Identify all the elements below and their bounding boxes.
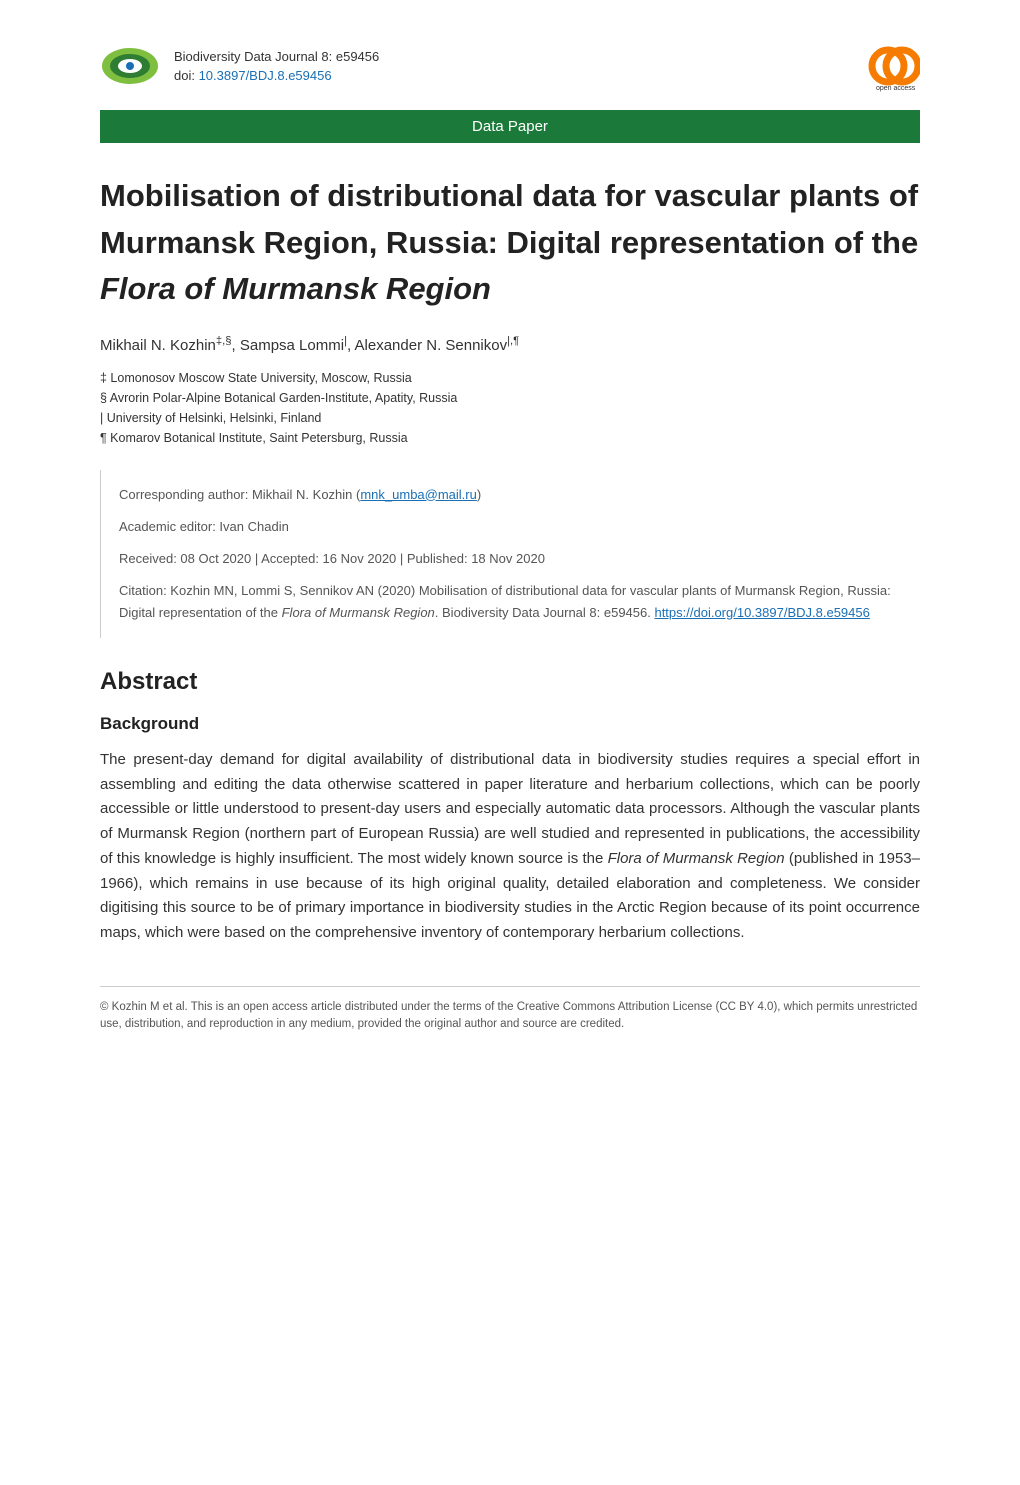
abstract-heading: Abstract xyxy=(100,668,920,696)
citation-italic: Flora of Murmansk Region xyxy=(282,605,435,620)
doi-line: doi: 10.3897/BDJ.8.e59456 xyxy=(174,66,379,86)
background-heading: Background xyxy=(100,714,920,734)
affiliation-3: | University of Helsinki, Helsinki, Finl… xyxy=(100,408,920,428)
header-row: Biodiversity Data Journal 8: e59456 doi:… xyxy=(100,40,920,92)
journal-name: Biodiversity Data Journal 8: e59456 xyxy=(174,47,379,67)
footer-license: © Kozhin M et al. This is an open access… xyxy=(100,986,920,1034)
doi-label: doi: xyxy=(174,68,199,83)
title-text-italic: Flora of Murmansk Region xyxy=(100,271,491,306)
authors-line: Mikhail N. Kozhin‡,§, Sampsa Lommi|, Ale… xyxy=(100,335,920,354)
citation-url-link[interactable]: https://doi.org/10.3897/BDJ.8.e59456 xyxy=(654,605,869,620)
article-type-bar: Data Paper xyxy=(100,110,920,143)
background-italic-1: Flora of Murmansk Region xyxy=(608,850,785,867)
journal-info: Biodiversity Data Journal 8: e59456 doi:… xyxy=(174,47,379,86)
background-paragraph: The present-day demand for digital avail… xyxy=(100,748,920,946)
meta-box: Corresponding author: Mikhail N. Kozhin … xyxy=(100,470,920,638)
svg-text:open access: open access xyxy=(876,85,916,92)
corresponding-close: ) xyxy=(477,487,481,502)
dates-line: Received: 08 Oct 2020 | Accepted: 16 Nov… xyxy=(119,548,920,570)
corresponding-author-line: Corresponding author: Mikhail N. Kozhin … xyxy=(119,484,920,506)
doi-link[interactable]: 10.3897/BDJ.8.e59456 xyxy=(199,68,332,83)
corresponding-label: Corresponding author: Mikhail N. Kozhin … xyxy=(119,487,360,502)
journal-logo-icon xyxy=(100,45,160,87)
article-title: Mobilisation of distributional data for … xyxy=(100,173,920,313)
title-text-pre: Mobilisation of distributional data for … xyxy=(100,178,918,260)
citation-post: . Biodiversity Data Journal 8: e59456. xyxy=(435,605,655,620)
header-left: Biodiversity Data Journal 8: e59456 doi:… xyxy=(100,45,379,87)
open-access-icon: open access xyxy=(868,40,920,92)
corresponding-email-link[interactable]: mnk_umba@mail.ru xyxy=(360,487,477,502)
affiliation-4: ¶ Komarov Botanical Institute, Saint Pet… xyxy=(100,428,920,448)
affiliation-1: ‡ Lomonosov Moscow State University, Mos… xyxy=(100,368,920,388)
affiliation-2: § Avrorin Polar-Alpine Botanical Garden-… xyxy=(100,388,920,408)
citation-line: Citation: Kozhin MN, Lommi S, Sennikov A… xyxy=(119,580,920,624)
academic-editor-line: Academic editor: Ivan Chadin xyxy=(119,516,920,538)
affiliations-block: ‡ Lomonosov Moscow State University, Mos… xyxy=(100,368,920,448)
page-container: Biodiversity Data Journal 8: e59456 doi:… xyxy=(0,0,1020,1063)
